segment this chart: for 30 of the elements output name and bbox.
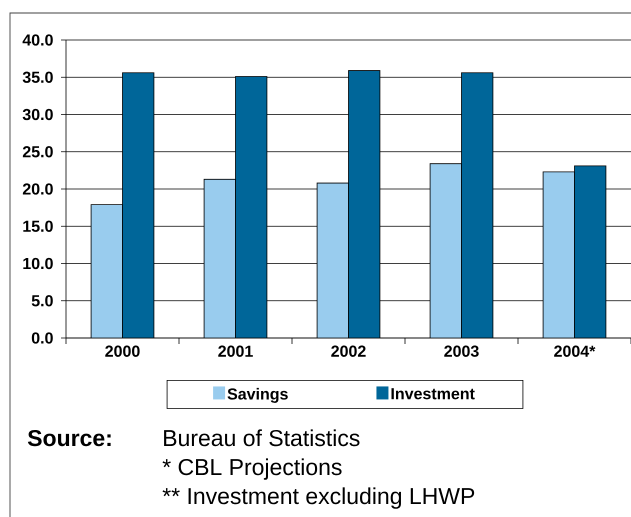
y-tick-label: 5.0 xyxy=(32,295,53,306)
bar xyxy=(574,166,606,338)
x-tick-label: 2003 xyxy=(444,346,479,357)
text: * CBL Projections xyxy=(162,458,342,480)
bar xyxy=(122,72,154,338)
x-tick-label: 2004* xyxy=(554,346,596,357)
y-tick-label: 40.0 xyxy=(22,34,53,46)
text: Bureau of Statistics xyxy=(164,429,360,446)
bar xyxy=(90,204,123,338)
legend-label: Savings xyxy=(228,388,288,403)
y-tick-label: 10.0 xyxy=(23,258,53,270)
bar xyxy=(461,72,494,338)
bar xyxy=(348,70,380,338)
x-tick-label: 2000 xyxy=(105,346,140,357)
y-tick-label: 25.0 xyxy=(22,146,53,158)
y-tick-label: 20.0 xyxy=(22,183,53,195)
legend-label: Investment xyxy=(392,388,475,400)
bar xyxy=(235,76,268,338)
y-tick-label: 15.0 xyxy=(23,220,53,232)
x-tick-label: 2001 xyxy=(218,346,253,357)
bar xyxy=(542,171,575,338)
source-note: Source: xyxy=(28,430,111,446)
y-tick-label: 0.0 xyxy=(32,332,53,344)
y-tick-label: 35.0 xyxy=(22,72,53,83)
y-tick-label: 30.0 xyxy=(22,108,53,120)
bar xyxy=(204,178,236,338)
bar xyxy=(316,182,349,338)
x-tick-label: 2002 xyxy=(331,346,366,357)
text: ** Investment excluding LHWP xyxy=(162,487,474,509)
bar xyxy=(430,163,462,338)
